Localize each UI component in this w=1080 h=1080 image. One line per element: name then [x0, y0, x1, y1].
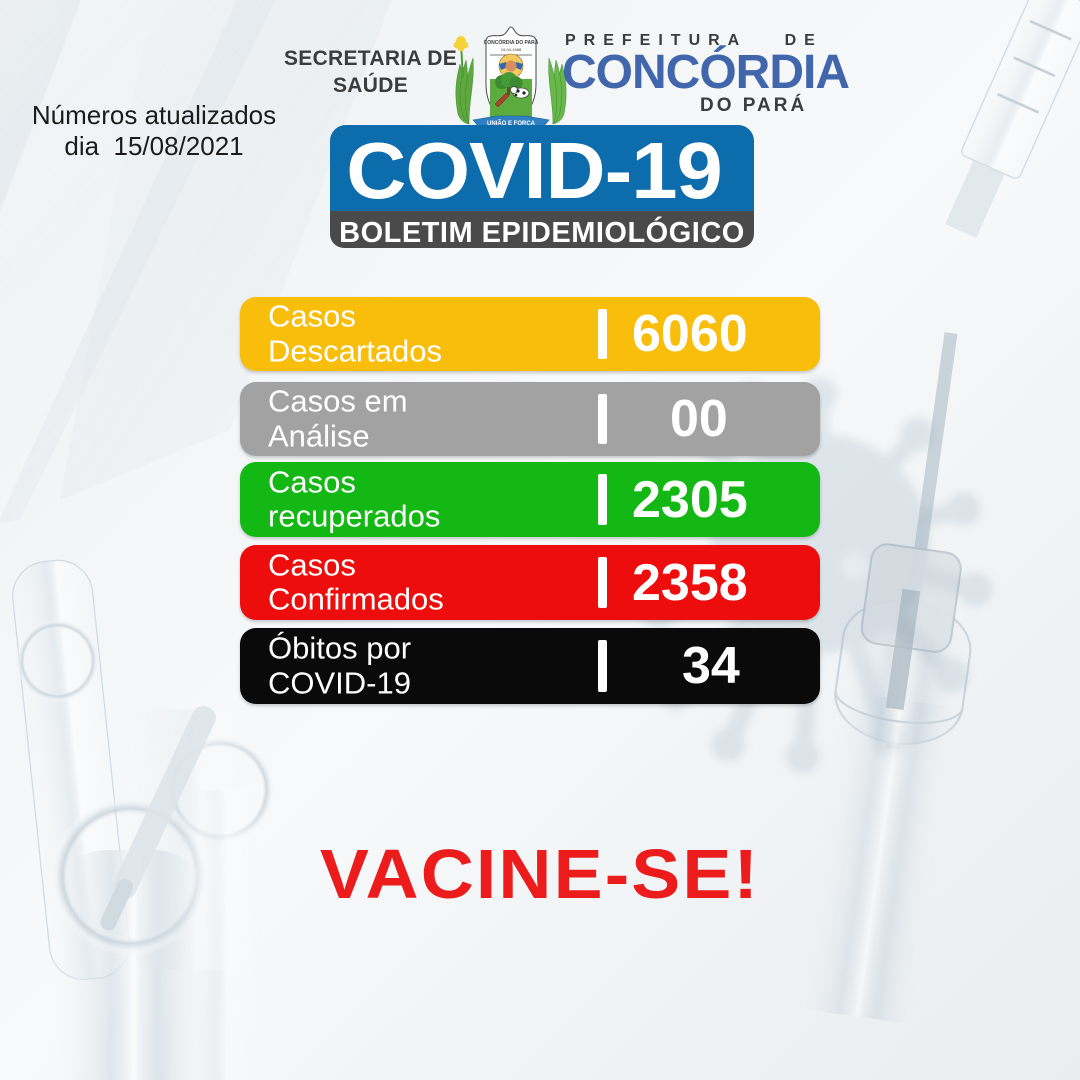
svg-text:CONCÓRDIA DO PARÁ: CONCÓRDIA DO PARÁ [484, 38, 539, 46]
svg-text:19-04-1988: 19-04-1988 [501, 47, 522, 52]
